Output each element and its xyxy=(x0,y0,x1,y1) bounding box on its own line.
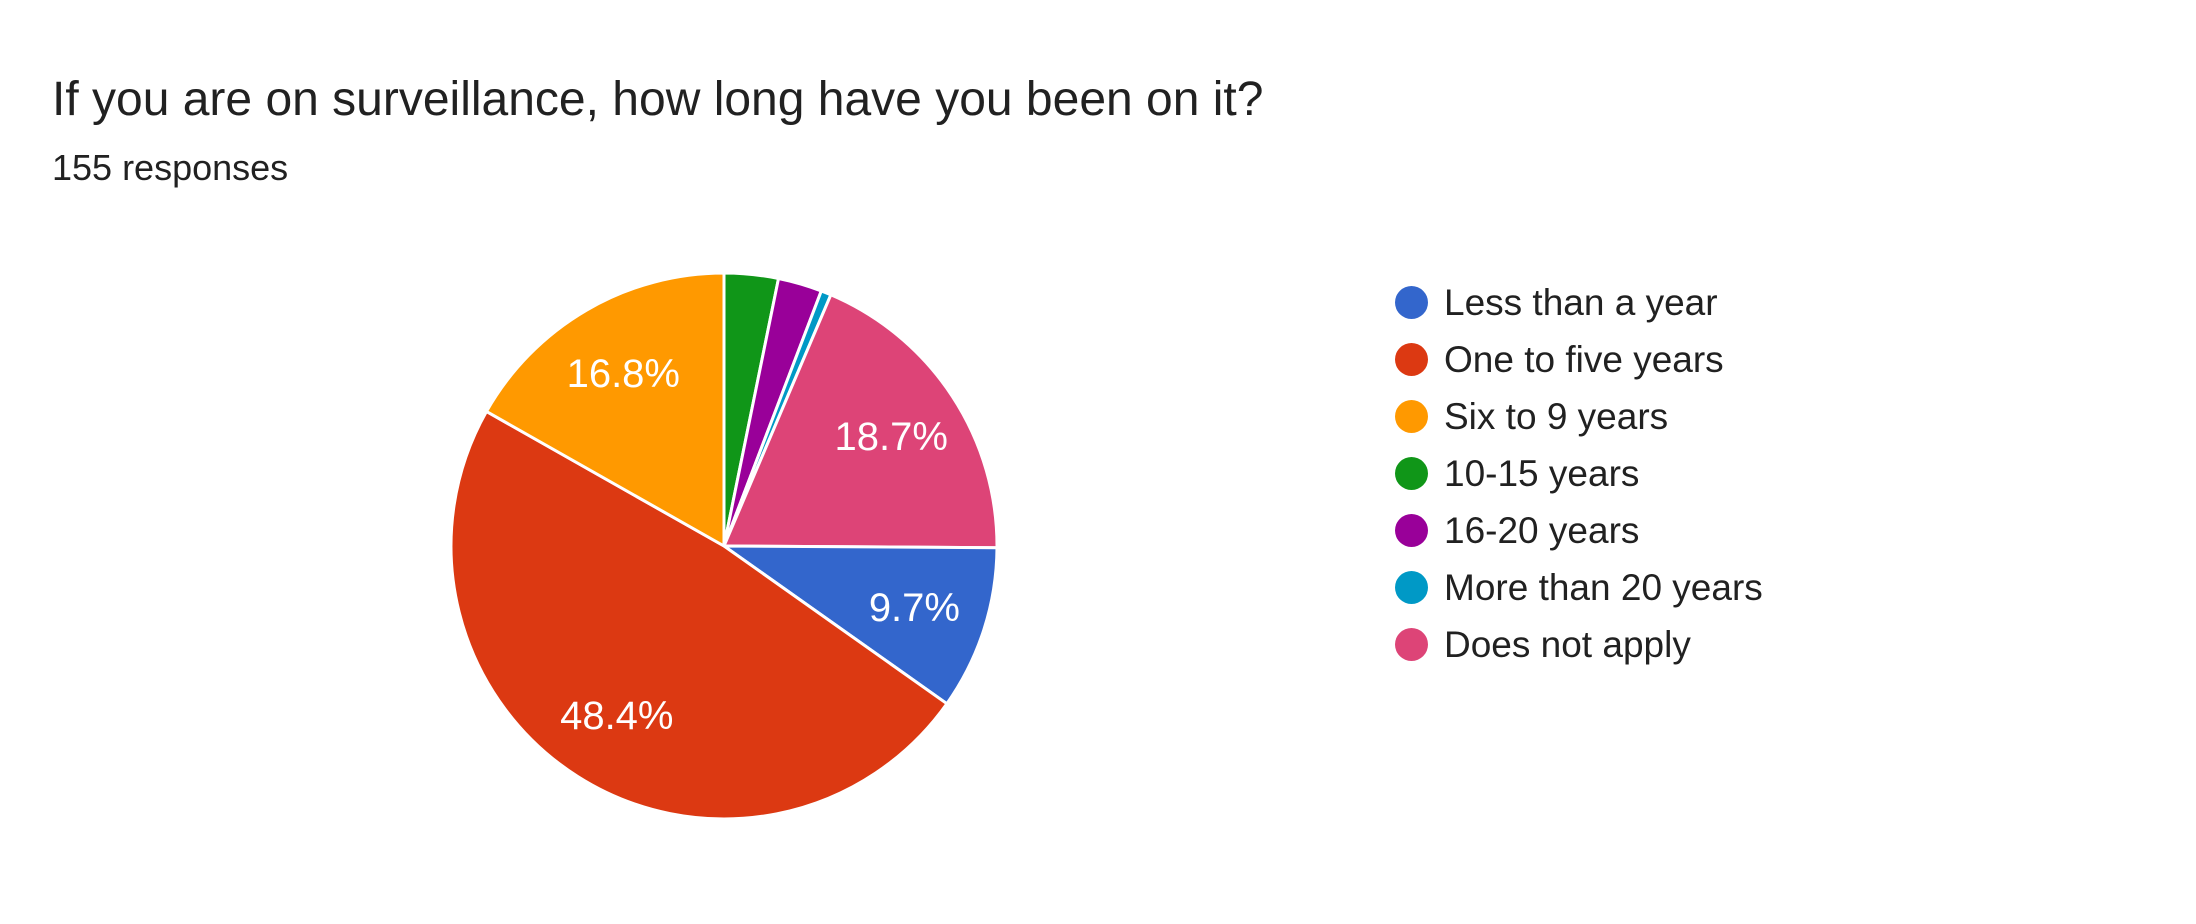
legend-item-label: 10-15 years xyxy=(1444,452,1640,494)
legend-item-label: Six to 9 years xyxy=(1444,395,1669,437)
pie-percent-label: 9.7% xyxy=(869,586,960,630)
legend-swatch xyxy=(1395,400,1428,433)
legend-item: Does not apply xyxy=(1395,624,1763,665)
pie-slice-does-not-apply xyxy=(722,293,999,550)
legend-swatch xyxy=(1395,457,1428,490)
legend-item: Less than a year xyxy=(1395,282,1763,323)
legend-swatch xyxy=(1395,571,1428,604)
legend-item-label: One to five years xyxy=(1444,338,1724,380)
pie-slice-less-than-a-year xyxy=(722,544,999,706)
pie-chart: 18.7% 9.7% 48.4% 16.8% xyxy=(449,271,999,821)
legend-item: One to five years xyxy=(1395,339,1763,380)
legend-item-label: More than 20 years xyxy=(1444,566,1763,608)
chart-title: If you are on surveillance, how long hav… xyxy=(52,73,1264,126)
legend-swatch xyxy=(1395,343,1428,376)
legend-item: 16-20 years xyxy=(1395,510,1763,551)
legend-item-label: 16-20 years xyxy=(1444,509,1640,551)
response-count: 155 responses xyxy=(52,147,289,188)
legend: Less than a year One to five years Six to … xyxy=(1395,282,1763,685)
pie-percent-label: 18.7% xyxy=(834,415,947,459)
legend-swatch xyxy=(1395,628,1428,661)
pie-slice-six-to-9-years xyxy=(484,271,726,548)
legend-item: 10-15 years xyxy=(1395,453,1763,494)
legend-item: Six to 9 years xyxy=(1395,396,1763,437)
legend-swatch xyxy=(1395,286,1428,319)
legend-item: More than 20 years xyxy=(1395,567,1763,608)
pie-slice-one-to-five-years xyxy=(449,409,949,821)
legend-item-label: Does not apply xyxy=(1444,623,1691,665)
pie-percent-label: 48.4% xyxy=(560,694,673,738)
legend-item-label: Less than a year xyxy=(1444,281,1718,323)
pie-percent-label: 16.8% xyxy=(567,352,680,396)
legend-swatch xyxy=(1395,514,1428,547)
